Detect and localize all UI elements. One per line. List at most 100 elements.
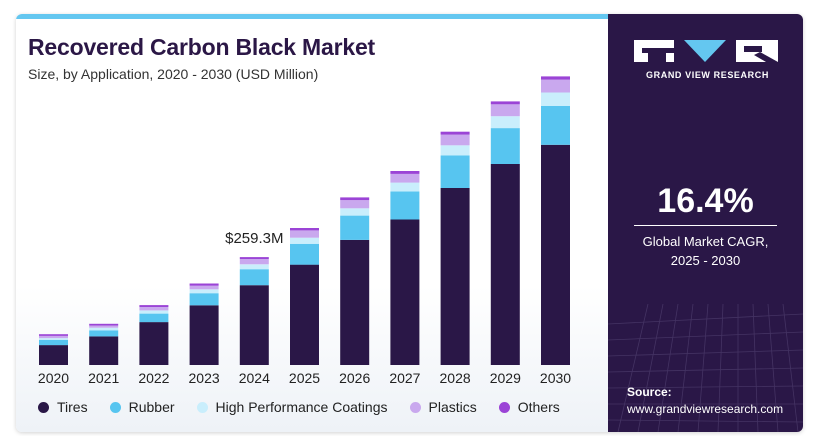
bar-segment-tires-2028: [440, 188, 470, 365]
stat-panel: GRAND VIEW RESEARCH 16.4% Global Market …: [608, 14, 803, 432]
grand-view-research-logo-icon: [634, 40, 778, 62]
stacked-bar-chart: 2020 2021 2022 2023 2024 2025 2026 2027 2028 2029…: [38, 76, 571, 386]
bar-segment-plastics-2022: [139, 307, 169, 311]
bar-segment-rubber-2020: [39, 339, 68, 346]
bar-segment-rubber-2029: [490, 128, 520, 164]
bar-segment-others-2022: [139, 305, 169, 307]
chart-title: Recovered Carbon Black Market: [28, 34, 376, 60]
bar-segment-others-2026: [340, 197, 370, 201]
bar-segment-others-2021: [89, 323, 119, 326]
source-label: Source:: [627, 385, 672, 399]
bar-segment-others-2024: [239, 257, 269, 259]
source-url[interactable]: www.grandviewresearch.com: [627, 402, 784, 416]
legend-label: Rubber: [128, 399, 175, 415]
bar-segment-high-performance-coatings-2024: [239, 264, 269, 270]
legend-item-others: Others: [498, 399, 560, 415]
bar-segment-high-performance-coatings-2025: [290, 237, 319, 244]
legend-item-plastics: Plastics: [409, 399, 477, 415]
cagr-label-line2: 2025 - 2030: [670, 253, 741, 268]
bar-segment-others-2030: [541, 76, 570, 80]
bar-segment-plastics-2030: [541, 79, 570, 93]
bar-segment-high-performance-coatings-2030: [541, 92, 570, 106]
x-tick-label-2027: 2027: [389, 370, 420, 386]
bar-segment-others-2020: [39, 334, 68, 336]
bar-segment-tires-2025: [290, 264, 319, 365]
bar-segment-rubber-2025: [290, 243, 319, 265]
chart-legend: Tires Rubber High Performance Coatings Plas…: [38, 398, 582, 416]
cagr-value: 16.4%: [657, 182, 754, 220]
bar-segment-tires-2021: [89, 336, 119, 365]
bar-segment-tires-2020: [39, 345, 68, 365]
x-tick-label-2028: 2028: [440, 370, 471, 386]
bar-segment-rubber-2028: [440, 155, 470, 188]
bar-segment-tires-2026: [340, 239, 370, 365]
chart-subtitle: Size, by Application, 2020 - 2030 (USD M…: [28, 66, 319, 82]
x-tick-label-2021: 2021: [88, 370, 119, 386]
legend-swatch-icon: [196, 401, 208, 413]
bar-segment-rubber-2024: [239, 269, 269, 286]
legend-item-tires: Tires: [38, 399, 88, 415]
bar-segment-plastics-2025: [290, 230, 319, 238]
legend-item-rubber: Rubber: [109, 399, 175, 415]
data-label-2024: $259.3M: [225, 230, 283, 247]
bar-segment-rubber-2022: [139, 313, 169, 323]
legend-label: High Performance Coatings: [215, 399, 388, 415]
x-tick-label-2030: 2030: [540, 370, 571, 386]
bar-segment-others-2028: [440, 131, 470, 135]
bar-segment-plastics-2021: [89, 325, 119, 328]
legend-label: Others: [517, 399, 560, 415]
legend-swatch-icon: [38, 401, 49, 413]
legend-swatch-icon: [498, 401, 510, 413]
bar-segment-plastics-2023: [189, 285, 219, 290]
bar-segment-tires-2030: [541, 144, 570, 365]
bar-segment-high-performance-coatings-2020: [39, 338, 68, 340]
infographic-card: Recovered Carbon Black Market Size, by A…: [16, 14, 803, 432]
bar-segment-rubber-2021: [89, 330, 119, 337]
bar-segment-rubber-2026: [340, 215, 370, 240]
bar-segment-high-performance-coatings-2026: [340, 208, 370, 216]
x-tick-label-2029: 2029: [490, 370, 521, 386]
bar-segment-high-performance-coatings-2027: [390, 182, 420, 192]
bar-segment-tires-2029: [490, 164, 520, 365]
x-tick-label-2026: 2026: [339, 370, 370, 386]
legend-swatch-icon: [409, 401, 421, 413]
x-tick-label-2024: 2024: [239, 370, 270, 386]
bar-segment-tires-2027: [390, 219, 420, 365]
bar-segment-others-2027: [390, 171, 420, 174]
bar-segment-plastics-2024: [239, 259, 269, 265]
bar-segment-plastics-2026: [340, 200, 370, 209]
bar-segment-rubber-2027: [390, 191, 420, 220]
brand-name: GRAND VIEW RESEARCH: [646, 70, 769, 80]
bar-segment-others-2023: [189, 283, 219, 286]
bar-segment-plastics-2020: [39, 335, 68, 339]
legend-label: Plastics: [428, 399, 477, 415]
cagr-label: Global Market CAGR, 2025 - 2030: [608, 232, 803, 270]
bar-segment-high-performance-coatings-2023: [189, 289, 219, 294]
bar-segment-high-performance-coatings-2028: [440, 145, 470, 156]
bar-segment-tires-2022: [139, 322, 169, 365]
bar-segment-plastics-2028: [440, 134, 470, 146]
bar-segment-tires-2024: [239, 285, 269, 365]
bar-segment-others-2029: [490, 101, 520, 105]
bar-segment-tires-2023: [189, 305, 219, 365]
bar-segment-high-performance-coatings-2021: [89, 327, 119, 331]
cagr-divider: [634, 225, 777, 226]
x-tick-label-2023: 2023: [189, 370, 220, 386]
x-tick-label-2022: 2022: [138, 370, 169, 386]
legend-swatch-icon: [109, 401, 121, 413]
bar-segment-high-performance-coatings-2022: [139, 310, 169, 314]
bar-segment-plastics-2027: [390, 173, 420, 183]
legend-item-high-performance-coatings: High Performance Coatings: [196, 399, 388, 415]
x-tick-label-2020: 2020: [38, 370, 69, 386]
cagr-label-line1: Global Market CAGR,: [642, 234, 769, 249]
x-tick-label-2025: 2025: [289, 370, 320, 386]
top-accent-bar: [16, 14, 608, 19]
bar-segment-high-performance-coatings-2029: [490, 116, 520, 129]
bar-segment-rubber-2030: [541, 106, 570, 145]
bar-segment-plastics-2029: [490, 104, 520, 117]
grid-pattern-decoration: [608, 304, 803, 432]
chart-panel: Recovered Carbon Black Market Size, by A…: [16, 14, 608, 432]
bar-segment-others-2025: [290, 228, 319, 231]
legend-label: Tires: [57, 399, 88, 415]
bar-segment-rubber-2023: [189, 293, 219, 306]
